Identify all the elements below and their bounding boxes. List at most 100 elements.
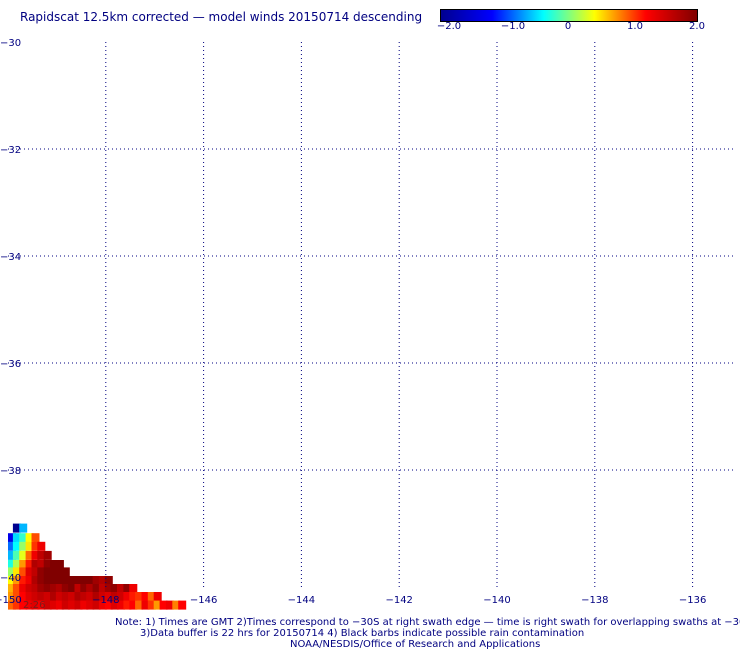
swath-cell: [80, 600, 89, 610]
swath-cell: [104, 600, 113, 610]
swath-cell: [25, 560, 34, 569]
swath-cell: [104, 584, 113, 593]
swath-cell: [25, 541, 34, 551]
y-tick-label: −32: [0, 145, 21, 156]
swath-cell: [74, 592, 83, 601]
swath-cell: [61, 600, 70, 610]
swath-cell: [12, 523, 21, 533]
note-line-2: 3)Data buffer is 22 hrs for 20150714 4) …: [140, 628, 585, 639]
swath-cell: [8, 567, 16, 577]
map-title: Rapidscat 12.5km corrected — model winds…: [20, 10, 423, 24]
swath-cell: [147, 592, 156, 601]
swath-cell: [31, 550, 40, 560]
swath-cell: [74, 600, 83, 610]
swath-cell: [153, 600, 162, 610]
swath-cell: [19, 576, 28, 585]
swath-cell: [129, 600, 138, 610]
swath-cell: [37, 550, 46, 560]
x-tick-label: −148: [92, 595, 119, 606]
swath-cell: [25, 600, 34, 610]
swath-cell: [86, 592, 95, 601]
colorbar-tick-label: −2.0: [436, 21, 462, 32]
swath-cell: [80, 576, 89, 585]
swath-cell: [92, 592, 101, 601]
swath-cell: [98, 584, 107, 593]
swath-cell: [37, 592, 46, 601]
swath-cell: [12, 600, 21, 610]
swath-cell: [31, 533, 40, 543]
swath-cell: [25, 576, 34, 585]
swath-cell: [117, 592, 125, 601]
swath-cell: [55, 600, 64, 610]
x-tick-label: −150: [0, 595, 22, 606]
swath-cell: [50, 592, 58, 601]
swath-cell: [19, 592, 28, 601]
swath-cell: [61, 592, 70, 601]
swath-cell: [43, 550, 52, 560]
swath-cell: [12, 576, 21, 585]
y-tick-label: −38: [0, 466, 21, 477]
swath-cell: [19, 560, 28, 569]
swath-cell: [92, 576, 101, 585]
swath-cell: [31, 576, 40, 585]
colorbar-tick-label: 1.0: [627, 21, 643, 32]
swath-cell: [8, 584, 16, 593]
swath-time-label: 2:26: [23, 600, 46, 611]
swath-cell: [98, 592, 107, 601]
swath-cell: [50, 584, 58, 593]
swath-cell: [68, 576, 77, 585]
swath-cell: [25, 592, 34, 601]
swath-cell: [104, 576, 113, 585]
y-tick-label: −34: [0, 252, 21, 263]
swath-cell: [43, 560, 52, 569]
x-tick-label: −136: [679, 595, 706, 606]
swath-cell: [37, 584, 46, 593]
swath-cell: [141, 592, 150, 601]
swath-cell: [8, 550, 16, 560]
swath-cell: [43, 600, 52, 610]
swath-cell: [37, 600, 46, 610]
swath-cell: [92, 600, 101, 610]
swath-cell: [12, 533, 21, 543]
swath-cell: [159, 600, 168, 610]
x-tick-label: −140: [483, 595, 510, 606]
x-tick-label: −142: [385, 595, 412, 606]
colorbar-tick-label: −1.0: [500, 21, 526, 32]
swath-cell: [117, 600, 125, 610]
swath-cell: [43, 567, 52, 577]
swath-cell: [31, 584, 40, 593]
swath-cell: [50, 560, 58, 569]
swath-cell: [8, 600, 16, 610]
swath-cell: [153, 592, 162, 601]
swath-cell: [19, 567, 28, 577]
swath-cell: [12, 550, 21, 560]
swath-cell: [165, 600, 174, 610]
x-tick-label: −144: [288, 595, 315, 606]
swath-cell: [74, 576, 83, 585]
swath-cell: [43, 592, 52, 601]
swath-cell: [8, 533, 16, 543]
note-line-1: Note: 1) Times are GMT 2)Times correspon…: [115, 617, 740, 628]
swath-cell: [80, 592, 89, 601]
swath-cell: [37, 567, 46, 577]
swath-cell: [86, 600, 95, 610]
swath-cell: [104, 592, 113, 601]
colorbar-tick-label: 2.0: [689, 21, 705, 32]
swath-cell: [86, 576, 95, 585]
swath-cell: [129, 584, 138, 593]
swath-cell: [25, 550, 34, 560]
swath-cell: [50, 600, 58, 610]
swath-cell: [61, 584, 70, 593]
swath-cell: [31, 541, 40, 551]
swath-cell: [19, 600, 28, 610]
swath-cell: [8, 576, 16, 585]
swath-cell: [68, 592, 77, 601]
swath-cell: [55, 576, 64, 585]
swath-cell: [12, 560, 21, 569]
swath-cell: [68, 600, 77, 610]
swath-cell: [43, 576, 52, 585]
swath-cell: [19, 550, 28, 560]
swath-cell: [12, 567, 21, 577]
swath-cell: [74, 584, 83, 593]
colorbar: [440, 9, 698, 22]
